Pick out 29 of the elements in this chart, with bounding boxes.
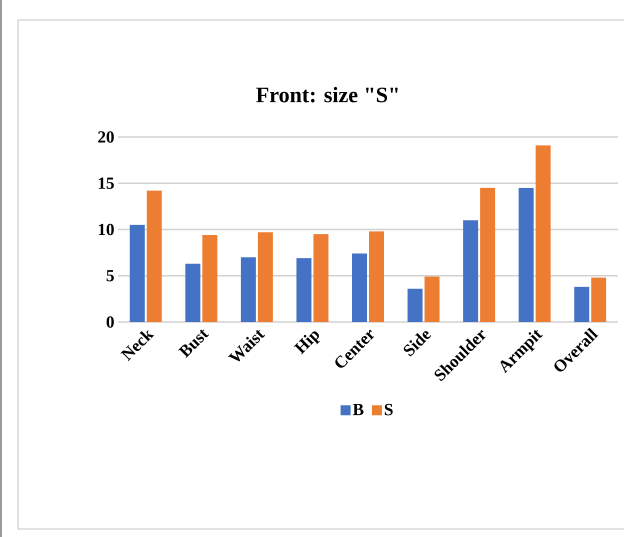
- bar: [536, 145, 551, 322]
- bar: [574, 286, 590, 322]
- bar: [240, 257, 256, 322]
- bar: [518, 188, 534, 322]
- x-tick-label: Hip: [294, 331, 320, 354]
- chart-title: Front: size "S": [256, 86, 398, 102]
- bar: [130, 224, 145, 322]
- bar: [369, 231, 384, 322]
- bar: [258, 232, 273, 322]
- bar: [296, 258, 312, 322]
- bar: [313, 234, 328, 322]
- bar: [185, 264, 200, 322]
- y-tick-label: 0: [106, 316, 114, 328]
- x-tick-label: Side: [404, 331, 432, 356]
- y-tick-label: 20: [98, 131, 114, 143]
- x-tick-label: Bust: [178, 329, 209, 358]
- bar: [202, 235, 218, 322]
- bar: [146, 190, 162, 322]
- y-tick-label: 15: [98, 178, 114, 189]
- legend-label: B: [352, 404, 364, 416]
- y-tick-label: 10: [98, 224, 114, 236]
- bar: [424, 276, 440, 322]
- bar: [480, 188, 496, 322]
- y-tick-label: 5: [106, 270, 114, 282]
- bar: [352, 254, 367, 322]
- bar: [408, 288, 423, 322]
- legend-label: S: [384, 404, 393, 416]
- bar: [591, 278, 606, 322]
- bar: [463, 220, 478, 322]
